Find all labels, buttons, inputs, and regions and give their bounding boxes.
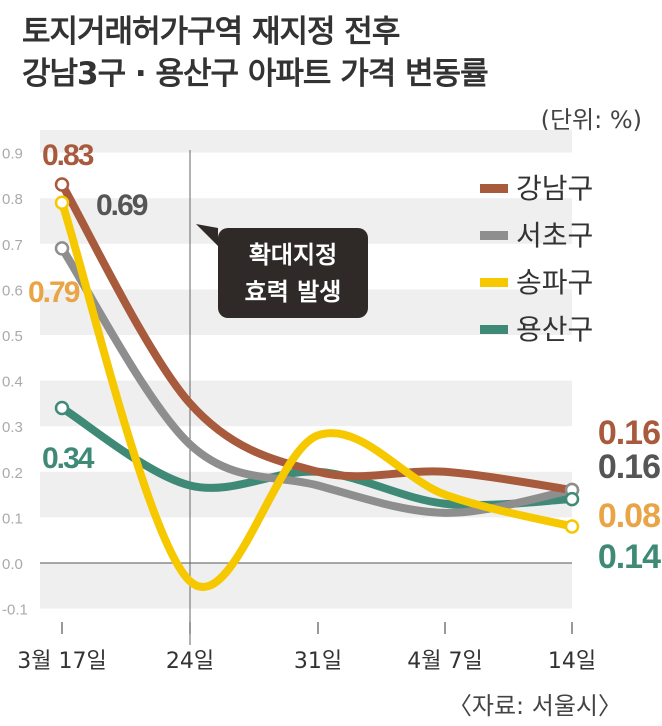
x-tick-label: 4월 7일 <box>407 649 482 674</box>
legend-entry: 용산구 <box>516 313 593 346</box>
data-point <box>54 241 70 256</box>
y-tick-label: 0.4 <box>2 374 23 391</box>
start-data-label: 0.79 <box>28 276 80 309</box>
data-point <box>54 177 70 192</box>
y-tick-label: 0.8 <box>2 191 23 208</box>
annotation-box <box>218 228 368 318</box>
legend-entry: 서초구 <box>516 219 593 252</box>
source-label: 〈자료: 서울시〉 <box>447 692 622 720</box>
series-line-1 <box>58 244 576 517</box>
end-data-label: 0.14 <box>598 538 661 576</box>
y-tick-label: 0.2 <box>2 465 23 482</box>
data-point <box>564 519 580 534</box>
y-tick-label: 0.1 <box>2 510 23 527</box>
y-tick-label: 0.0 <box>2 556 23 573</box>
series-line-2 <box>58 198 576 591</box>
legend-swatch <box>480 278 508 287</box>
legend-swatch <box>480 231 508 240</box>
grid-band <box>40 380 572 427</box>
data-point <box>564 491 580 507</box>
start-data-label: 0.69 <box>96 189 148 222</box>
data-point <box>54 400 70 416</box>
y-tick-label: 0.3 <box>2 419 23 436</box>
legend-swatch <box>480 184 508 193</box>
y-tick-label: 0.5 <box>2 328 23 345</box>
y-tick-label: 0.9 <box>2 146 23 163</box>
y-tick-label: 0.6 <box>2 282 23 299</box>
grid-band <box>40 130 572 153</box>
x-tick-label: 31일 <box>294 649 342 674</box>
annotation-text: 효력 발생 <box>245 278 342 306</box>
y-tick-label: 0.7 <box>2 237 23 254</box>
legend-swatch <box>480 325 508 334</box>
end-data-label: 0.16 <box>598 448 660 486</box>
chart-subtitle: 강남3구 · 용산구 아파트 가격 변동률 <box>22 56 489 92</box>
legend-entry: 송파구 <box>516 266 593 299</box>
x-tick-label: 14일 <box>548 649 596 674</box>
grid-band <box>40 563 572 609</box>
annotation-pointer <box>196 224 218 246</box>
unit-label: (단위: %) <box>540 106 642 134</box>
start-data-label: 0.83 <box>42 139 94 172</box>
end-data-label: 0.16 <box>598 414 660 452</box>
annotation-text: 확대지정 <box>249 241 337 269</box>
legend-entry: 강남구 <box>516 172 593 205</box>
series-line-0 <box>58 180 576 495</box>
end-data-label: 0.08 <box>598 497 660 535</box>
data-point <box>54 195 70 211</box>
start-data-label: 0.34 <box>42 442 95 475</box>
x-tick-label: 3월 17일 <box>17 649 106 674</box>
x-tick-label: 24일 <box>166 649 214 674</box>
chart-title: 토지거래허가구역 재지정 전후 <box>22 14 400 50</box>
y-tick-label: -0.1 <box>2 602 28 619</box>
